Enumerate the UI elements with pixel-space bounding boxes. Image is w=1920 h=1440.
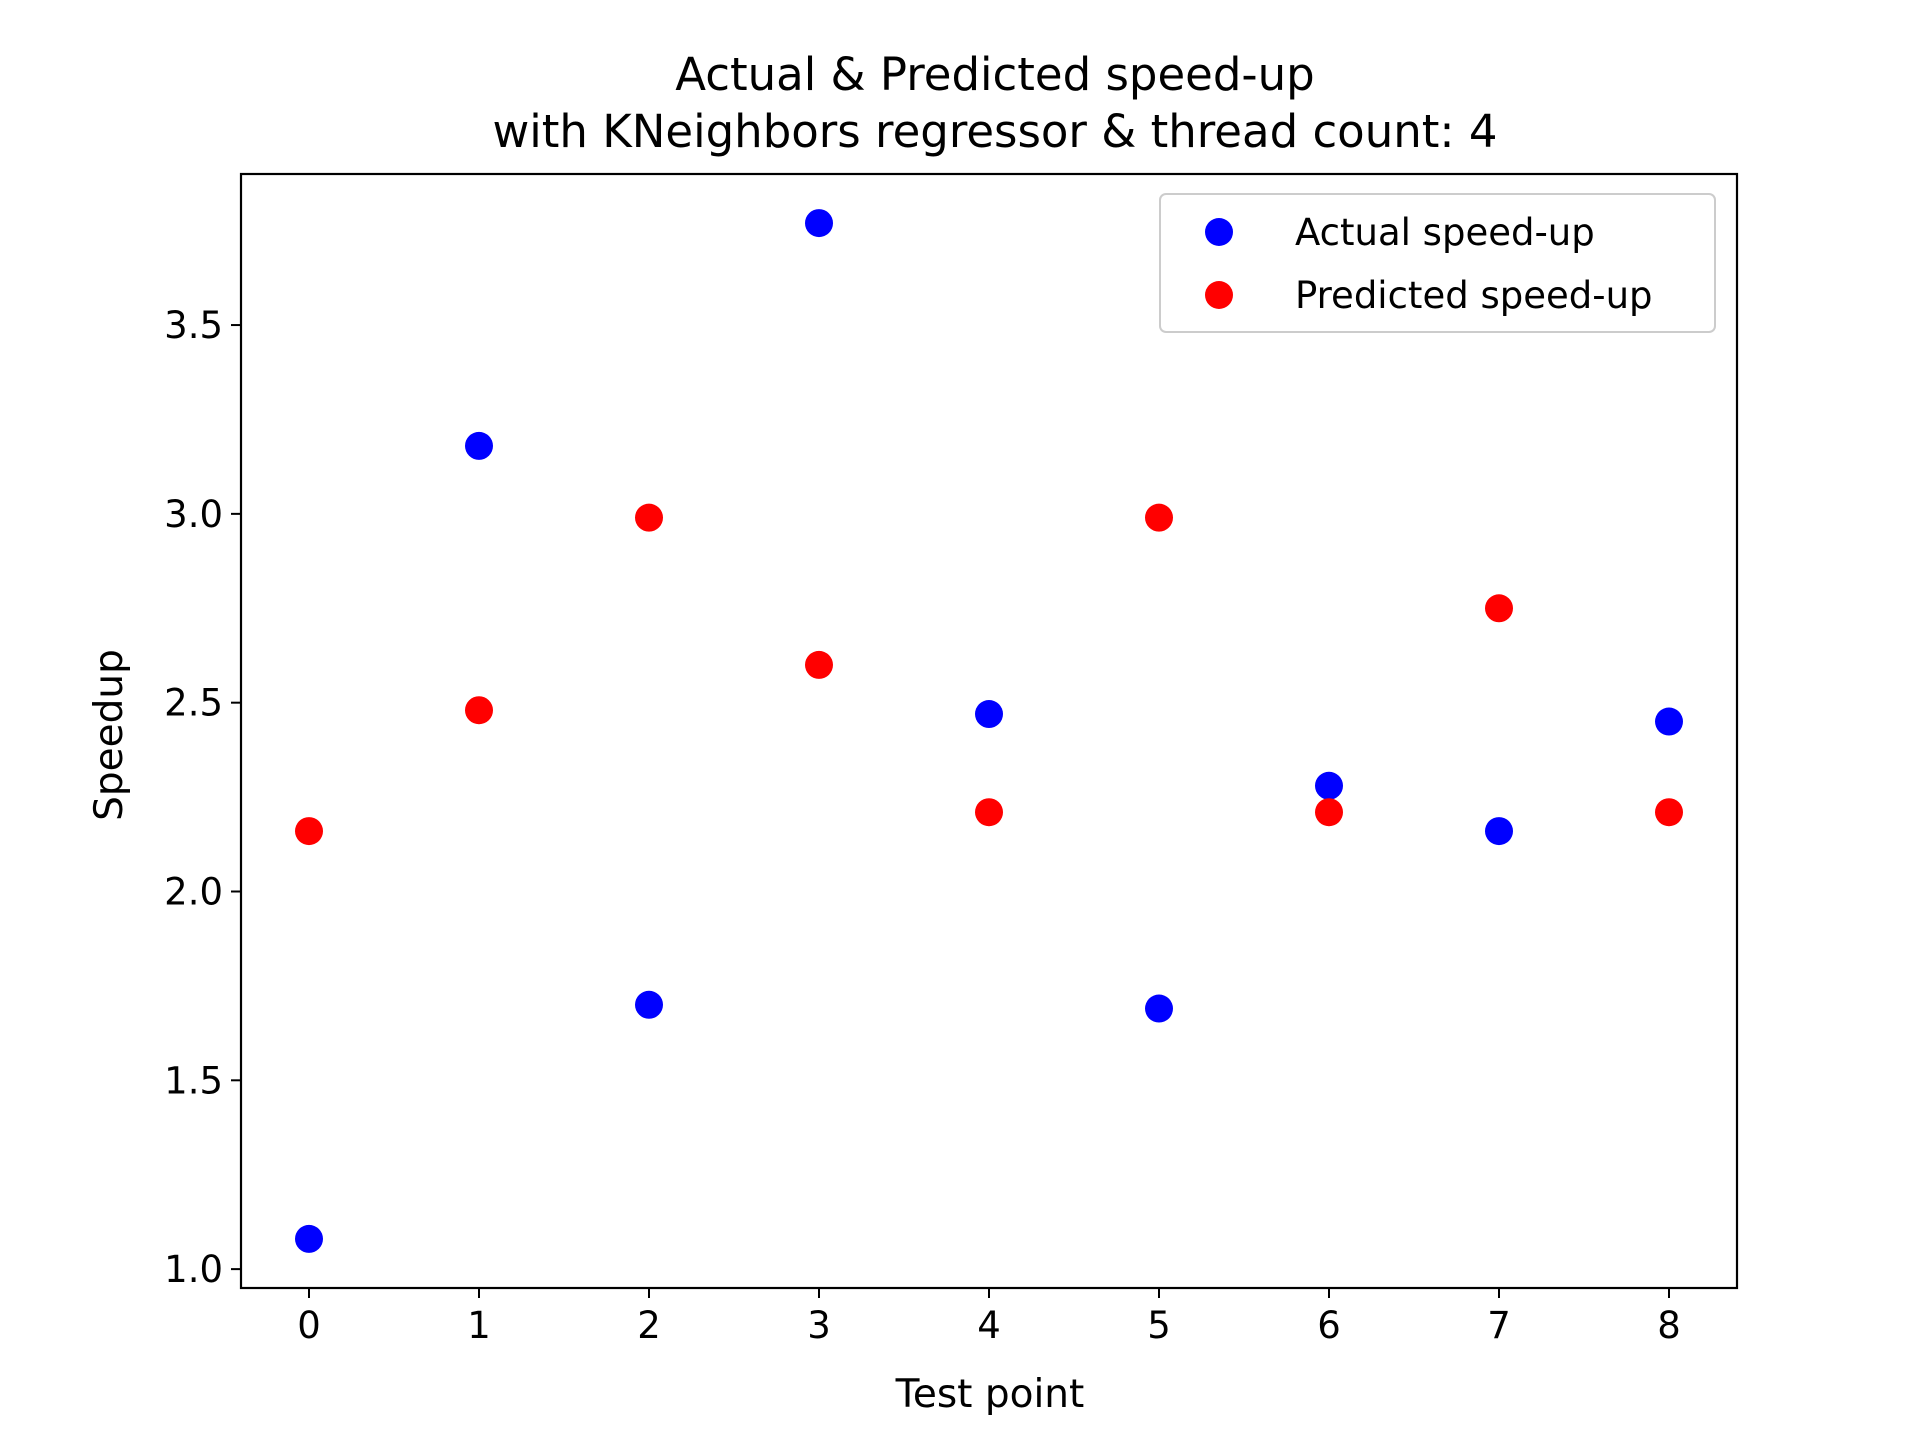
x-tick-label: 4 xyxy=(977,1304,1001,1347)
actual-speed-up-point xyxy=(1655,707,1683,736)
actual-speed-up-point xyxy=(1315,771,1343,800)
chart-title: Actual & Predicted speed-up xyxy=(675,48,1315,101)
legend: Actual speed-up Predicted speed-up xyxy=(1159,193,1716,333)
x-tick-label: 3 xyxy=(807,1304,831,1347)
x-axis-label: Test point xyxy=(895,1372,1085,1417)
actual-speed-up-point xyxy=(1485,817,1513,846)
predicted-speed-up-point xyxy=(805,650,833,679)
predicted-speed-up-point xyxy=(635,503,663,532)
legend-box xyxy=(1159,193,1716,333)
predicted-speed-up-point xyxy=(1655,798,1683,827)
predicted-speed-up-point xyxy=(465,696,493,725)
y-tick-label: 1.0 xyxy=(164,1248,223,1291)
y-tick-label: 1.5 xyxy=(164,1059,223,1102)
actual-speed-up-point xyxy=(805,209,833,238)
actual-speed-up-point xyxy=(295,1224,323,1253)
x-tick-label: 6 xyxy=(1317,1304,1341,1347)
actual-speed-up-point xyxy=(975,700,1003,729)
x-tick-label: 2 xyxy=(637,1304,661,1347)
legend-marker-predicted-speed-up xyxy=(1205,281,1233,309)
x-tick-label: 1 xyxy=(467,1304,491,1347)
legend-marker-actual-speed-up xyxy=(1205,218,1233,246)
legend-label-actual-speed-up: Actual speed-up xyxy=(1295,211,1595,254)
y-axis-label: Speedup xyxy=(87,649,132,821)
y-tick-label: 3.0 xyxy=(164,493,223,536)
actual-speed-up-point xyxy=(635,990,663,1019)
predicted-speed-up-point xyxy=(1485,594,1513,623)
predicted-speed-up-point xyxy=(295,817,323,846)
predicted-speed-up-point xyxy=(1145,503,1173,532)
chart-subtitle: with KNeighbors regressor & thread count… xyxy=(492,105,1497,158)
actual-speed-up-point xyxy=(1145,994,1173,1023)
legend-label-predicted-speed-up: Predicted speed-up xyxy=(1295,274,1653,317)
predicted-speed-up-point xyxy=(1315,798,1343,827)
data-points xyxy=(295,209,1683,1253)
y-tick-label: 2.5 xyxy=(164,682,223,725)
x-tick-label: 0 xyxy=(297,1304,321,1347)
axes: 0 1 2 3 4 5 6 7 8 1.0 1.5 2.0 2.5 3.0 3.5 xyxy=(164,172,1739,1347)
x-tick-label: 5 xyxy=(1147,1304,1171,1347)
plot-frame xyxy=(239,172,1739,1290)
x-tick-label: 7 xyxy=(1487,1304,1511,1347)
x-tick-label: 8 xyxy=(1657,1304,1681,1347)
y-tick-label: 2.0 xyxy=(164,870,223,913)
actual-speed-up-point xyxy=(465,431,493,460)
y-tick-label: 3.5 xyxy=(164,304,223,347)
predicted-speed-up-point xyxy=(975,798,1003,827)
